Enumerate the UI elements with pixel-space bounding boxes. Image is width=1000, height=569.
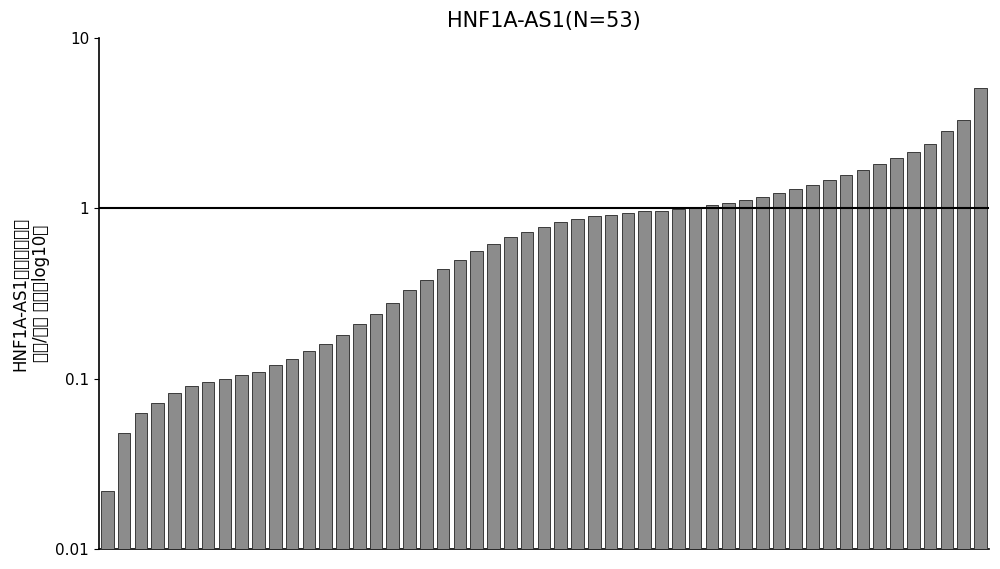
Bar [118, 433, 130, 569]
Bar [504, 237, 517, 569]
Bar [353, 324, 366, 569]
Bar [437, 269, 449, 569]
Bar [689, 207, 701, 569]
Bar [135, 413, 147, 569]
Bar [773, 193, 785, 569]
Bar [185, 386, 198, 569]
Bar [655, 211, 668, 569]
Bar [319, 344, 332, 569]
Bar [386, 303, 399, 569]
Bar [252, 372, 265, 569]
Bar [588, 216, 601, 569]
Bar [706, 205, 718, 569]
Bar [974, 88, 987, 569]
Bar [370, 314, 382, 569]
Bar [605, 215, 617, 569]
Y-axis label: HNF1A-AS1相对表达水平
（癌/癌旁 取对数log10）: HNF1A-AS1相对表达水平 （癌/癌旁 取对数log10） [11, 216, 50, 370]
Bar [672, 209, 685, 569]
Bar [336, 335, 349, 569]
Bar [739, 200, 752, 569]
Bar [420, 280, 433, 569]
Bar [303, 351, 315, 569]
Bar [454, 259, 466, 569]
Bar [722, 203, 735, 569]
Bar [823, 180, 836, 569]
Bar [756, 197, 769, 569]
Bar [924, 144, 936, 569]
Bar [202, 382, 214, 569]
Bar [890, 158, 903, 569]
Bar [789, 189, 802, 569]
Bar [907, 152, 920, 569]
Bar [235, 375, 248, 569]
Title: HNF1A-AS1(N=53): HNF1A-AS1(N=53) [447, 11, 641, 31]
Bar [857, 170, 869, 569]
Bar [538, 227, 550, 569]
Bar [957, 120, 970, 569]
Bar [571, 218, 584, 569]
Bar [521, 232, 533, 569]
Bar [941, 131, 953, 569]
Bar [638, 212, 651, 569]
Bar [806, 184, 819, 569]
Bar [487, 244, 500, 569]
Bar [269, 365, 282, 569]
Bar [101, 490, 114, 569]
Bar [554, 222, 567, 569]
Bar [873, 164, 886, 569]
Bar [403, 290, 416, 569]
Bar [622, 213, 634, 569]
Bar [470, 251, 483, 569]
Bar [840, 175, 852, 569]
Bar [219, 378, 231, 569]
Bar [151, 403, 164, 569]
Bar [286, 359, 298, 569]
Bar [168, 393, 181, 569]
